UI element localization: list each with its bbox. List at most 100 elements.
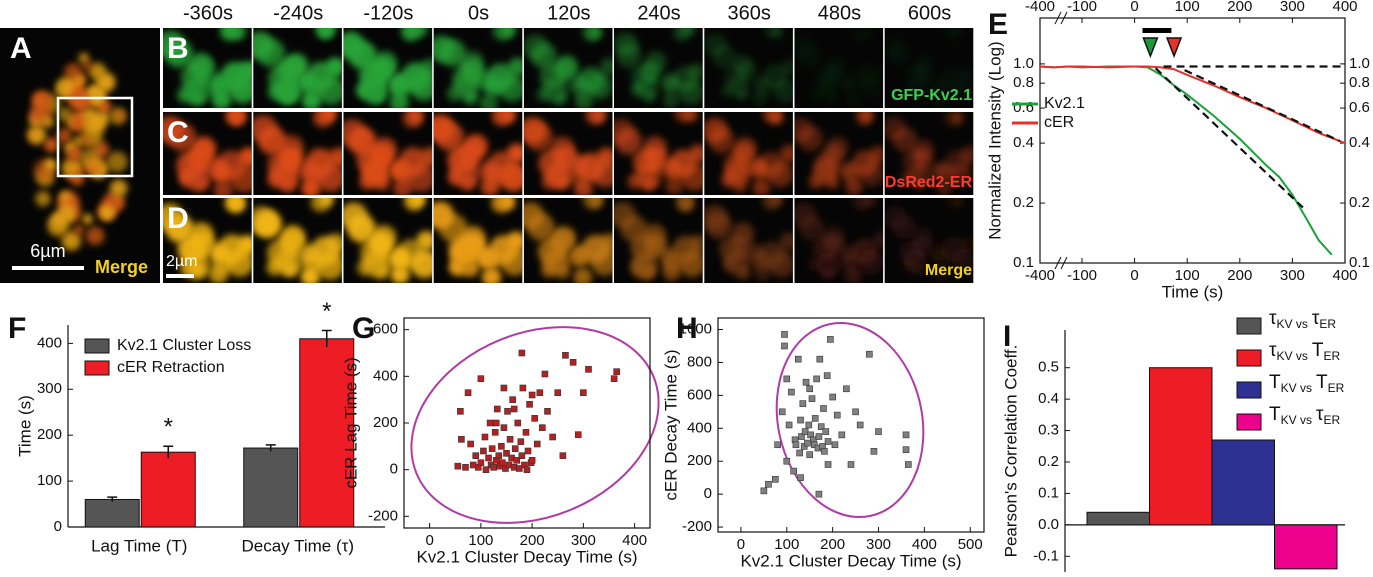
- image-blob: [708, 127, 735, 154]
- image-blob: [545, 161, 574, 189]
- image-blob: [56, 203, 77, 224]
- legend-text-part: KV vs: [1277, 349, 1308, 363]
- image-blob: [256, 38, 286, 68]
- image-blob: [660, 158, 679, 178]
- image-blob: [209, 72, 229, 93]
- scatter-point: [513, 457, 521, 464]
- x-tick-label: 200: [520, 532, 545, 549]
- scatter-point: [866, 350, 873, 358]
- image-blob: [543, 247, 571, 276]
- image-blob: [588, 198, 604, 208]
- scatter-point: [833, 411, 841, 419]
- error-bar: [107, 496, 118, 502]
- image-blob: [299, 244, 319, 264]
- scatter-point: [805, 421, 813, 429]
- bar: [243, 447, 299, 528]
- image-blob: [853, 28, 870, 42]
- scatter-point: [902, 446, 910, 453]
- image-blob: [586, 73, 613, 100]
- image-blob: [799, 215, 825, 241]
- error-bar: [321, 329, 332, 348]
- scatter-point: [852, 408, 859, 416]
- image-blob: [56, 127, 73, 144]
- x-tick-label: 400: [912, 536, 937, 553]
- x-tick-label: 200: [1227, 267, 1252, 284]
- image-tile: [163, 112, 252, 195]
- scatter-point: [613, 368, 620, 375]
- image-blob: [164, 39, 193, 68]
- image-blob: [321, 112, 337, 122]
- image-blob: [439, 213, 468, 243]
- image-blob: [59, 191, 71, 202]
- panel-label: C: [167, 116, 189, 149]
- image-blob: [815, 252, 842, 278]
- scatter-point: [486, 419, 494, 427]
- scatter-point: [499, 459, 506, 466]
- image-tile: [433, 112, 523, 195]
- scatter-point: [816, 355, 824, 363]
- image-blob: [816, 76, 840, 100]
- image-blob: [853, 64, 878, 89]
- plot-frame: [403, 317, 651, 529]
- scatter-point: [798, 433, 805, 440]
- scatter-point: [797, 416, 804, 424]
- image-blob: [839, 160, 857, 179]
- scale-bar-label: 6µm: [30, 241, 65, 261]
- legend-swatch: [1236, 413, 1262, 431]
- image-blob: [271, 161, 300, 190]
- image-blob: [812, 159, 838, 186]
- image-blob: [438, 39, 467, 67]
- image-blob: [858, 249, 884, 276]
- legend-text-part: T: [1312, 340, 1324, 361]
- y-tick-label: 1.0: [1013, 55, 1034, 72]
- y-tick-label: 0.6: [1013, 99, 1034, 116]
- y-tick-label: 200: [37, 426, 62, 443]
- scatter-point: [541, 370, 549, 378]
- image-tile: [523, 112, 613, 195]
- image-tile: [884, 28, 974, 108]
- scatter-point: [808, 395, 816, 402]
- bar: [299, 338, 355, 528]
- image-blob: [840, 245, 858, 263]
- x-tick-label: 200: [820, 536, 845, 553]
- x2-tick-label: 200: [1227, 0, 1252, 15]
- scatter-point: [806, 451, 814, 458]
- image-blob: [662, 91, 680, 108]
- scatter-point: [772, 476, 779, 483]
- scatter-point: [811, 415, 819, 422]
- image-blob: [846, 91, 863, 108]
- scatter-point: [829, 393, 836, 401]
- image-blob: [679, 198, 694, 211]
- image-blob: [183, 76, 212, 105]
- time-label: 360s: [728, 2, 771, 24]
- image-blob: [683, 112, 699, 123]
- x-axis-title: Time (s): [1162, 282, 1224, 301]
- image-blob: [769, 198, 784, 206]
- stimulus-bar: [1142, 28, 1172, 33]
- image-caption: Merge: [95, 257, 148, 277]
- scatter-point: [823, 372, 831, 379]
- scatter-point: [569, 359, 577, 366]
- image-blob: [80, 136, 92, 147]
- scatter-point: [549, 433, 556, 441]
- scatter-point: [481, 433, 489, 441]
- image-blob: [318, 28, 334, 39]
- image-blob: [190, 56, 216, 81]
- image-blob: [952, 198, 966, 208]
- image-blob: [570, 245, 590, 265]
- image-blob: [712, 44, 737, 69]
- scatter-point: [831, 441, 839, 449]
- image-blob: [57, 107, 73, 123]
- scatter-point: [585, 366, 592, 373]
- time-label: -360s: [183, 2, 233, 24]
- image-blob: [659, 246, 678, 266]
- image-blob: [106, 151, 128, 173]
- scatter-point: [503, 450, 510, 457]
- legend-label: TKV vs TER: [1269, 372, 1345, 395]
- scatter-point: [458, 436, 465, 443]
- scatter-point: [522, 429, 530, 436]
- image-blob: [600, 57, 613, 76]
- legend-swatch: [84, 338, 110, 354]
- scatter-point: [843, 385, 850, 393]
